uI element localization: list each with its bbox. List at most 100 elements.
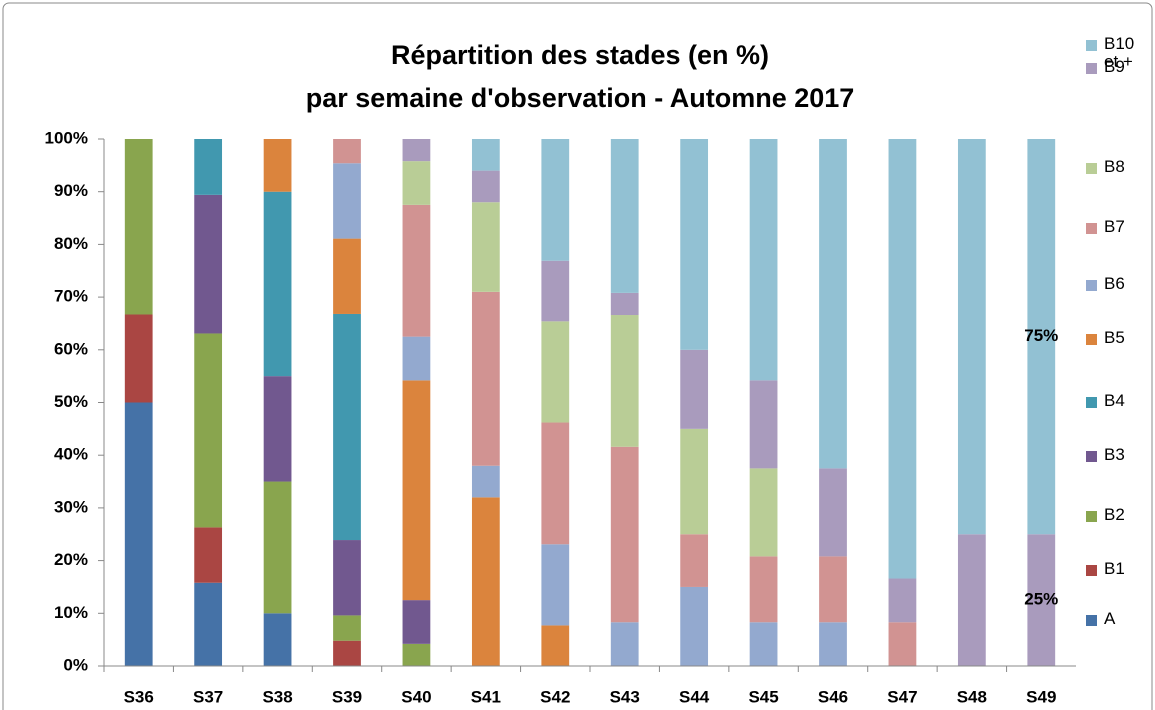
- bar-segment: [749, 622, 778, 666]
- bar-segment: [888, 622, 917, 666]
- bar-segment: [124, 402, 153, 666]
- bar-segment: [819, 468, 847, 557]
- legend-swatch: [1086, 334, 1097, 345]
- legend-label: B7: [1104, 217, 1125, 236]
- bar-segment: [888, 578, 917, 623]
- bar-segment: [819, 622, 847, 666]
- x-tick-label: S48: [957, 687, 987, 706]
- legend-swatch: [1086, 565, 1097, 576]
- bar-segment: [610, 139, 639, 293]
- y-tick-label: 70%: [54, 287, 88, 306]
- bar-segment: [333, 640, 361, 666]
- bar-segment: [541, 625, 570, 666]
- bar-segment: [541, 260, 570, 322]
- bar-segment: [749, 556, 778, 623]
- bar-segment: [749, 380, 778, 469]
- bar-segment: [263, 481, 292, 614]
- y-tick-label: 10%: [54, 603, 88, 622]
- bar-segment: [541, 544, 570, 626]
- bar-segment: [1027, 139, 1056, 535]
- y-tick-label: 100%: [45, 128, 88, 147]
- bar-segment: [610, 622, 639, 666]
- bar-segment: [402, 139, 431, 162]
- data-label: 25%: [1024, 590, 1058, 609]
- legend-swatch: [1086, 280, 1097, 291]
- legend-swatch: [1086, 511, 1097, 522]
- bar-segment: [263, 613, 292, 666]
- bar-segment: [610, 315, 639, 447]
- legend-swatch: [1086, 223, 1097, 234]
- y-tick-label: 20%: [54, 550, 88, 569]
- bar-segment: [471, 497, 500, 666]
- data-label: 75%: [1024, 326, 1058, 345]
- bar-segment: [888, 139, 917, 579]
- bar-segment: [680, 534, 709, 587]
- bar-segment: [680, 349, 709, 429]
- legend-label: B4: [1104, 391, 1125, 410]
- bar-segment: [471, 139, 500, 171]
- x-tick-label: S46: [818, 687, 848, 706]
- bar-segment: [680, 586, 709, 666]
- bar-segment: [680, 139, 709, 350]
- bar-segment: [1027, 534, 1056, 666]
- y-tick-label: 90%: [54, 181, 88, 200]
- bar-segment: [194, 333, 223, 528]
- legend-label: B8: [1104, 157, 1125, 176]
- y-tick-label: 40%: [54, 445, 88, 464]
- bar-segment: [194, 139, 223, 195]
- bar-segment: [402, 600, 431, 644]
- bar-segment: [333, 163, 361, 239]
- bar-segment: [333, 313, 361, 541]
- legend-swatch: [1086, 40, 1097, 51]
- bar-segment: [471, 170, 500, 203]
- bar-segment: [263, 376, 292, 482]
- x-tick-label: S42: [540, 687, 570, 706]
- bar-segment: [402, 336, 431, 381]
- chart-title: Répartition des stades (en %): [391, 40, 769, 70]
- legend-label: B10 et +: [1104, 34, 1135, 71]
- legend-swatch: [1086, 615, 1097, 626]
- y-tick-label: 0%: [63, 655, 88, 674]
- x-tick-label: S41: [471, 687, 501, 706]
- bar-segment: [957, 139, 986, 535]
- bar-segment: [263, 139, 292, 192]
- legend-label: B3: [1104, 445, 1125, 464]
- y-tick-label: 30%: [54, 497, 88, 516]
- bar-segment: [333, 540, 361, 616]
- legend-label: B5: [1104, 328, 1125, 347]
- x-tick-label: S36: [124, 687, 154, 706]
- bar-segment: [957, 534, 986, 666]
- bar-segment: [819, 139, 847, 469]
- bar-segment: [263, 191, 292, 377]
- legend-label: B2: [1104, 505, 1125, 524]
- legend-swatch: [1086, 397, 1097, 408]
- bar-segment: [402, 643, 431, 666]
- bar-segment: [471, 202, 500, 292]
- bar-segment: [541, 422, 570, 545]
- legend-label: A: [1104, 609, 1116, 628]
- y-tick-label: 60%: [54, 339, 88, 358]
- bar-segment: [749, 139, 778, 381]
- bar-segment: [749, 468, 778, 557]
- bar-segment: [819, 556, 847, 623]
- legend-label: B1: [1104, 559, 1125, 578]
- bar-segment: [333, 238, 361, 314]
- x-tick-label: S47: [887, 687, 917, 706]
- bar-segment: [194, 194, 223, 334]
- bar-segment: [680, 428, 709, 535]
- bar-segment: [124, 139, 153, 315]
- bar-segment: [124, 314, 153, 403]
- legend-swatch: [1086, 163, 1097, 174]
- chart-title: par semaine d'observation - Automne 2017: [306, 83, 855, 113]
- bar-segment: [610, 292, 639, 316]
- x-tick-label: S38: [262, 687, 292, 706]
- bar-segment: [471, 291, 500, 466]
- bar-segment: [194, 582, 223, 666]
- x-tick-label: S49: [1026, 687, 1056, 706]
- x-tick-label: S37: [193, 687, 223, 706]
- legend-label: B9: [1104, 57, 1125, 76]
- legend-label: B6: [1104, 274, 1125, 293]
- x-tick-label: S40: [401, 687, 431, 706]
- x-tick-label: S44: [679, 687, 710, 706]
